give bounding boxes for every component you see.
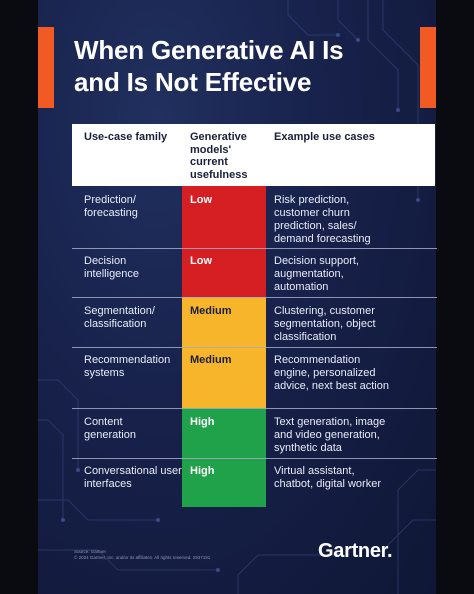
header-use-case-family: Use-case family	[84, 131, 168, 143]
source-note: Source: Gartner © 2024 Gartner, Inc. and…	[74, 549, 210, 561]
table-header: Use-case family Generative models' curre…	[72, 124, 435, 186]
row-divider	[72, 408, 437, 409]
usefulness-level: Medium	[190, 354, 232, 366]
source-line-2: © 2024 Gartner, Inc. and/or its affiliat…	[74, 555, 211, 560]
use-case-family: Prediction/ forecasting	[84, 194, 138, 219]
row-divider	[72, 297, 437, 298]
usefulness-level: Low	[190, 255, 212, 267]
row-divider	[72, 347, 437, 348]
usefulness-band-low	[182, 186, 266, 297]
gartner-logo: Gartner.	[318, 540, 393, 562]
example-use-cases: Recommendation engine, personalized advi…	[274, 354, 389, 392]
usefulness-level: High	[190, 465, 215, 477]
logo-dot: .	[387, 540, 393, 562]
source-line-1: Source: Gartner	[74, 549, 107, 554]
example-use-cases: Clustering, customer segmentation, objec…	[274, 305, 376, 343]
orange-accent-bar-left	[38, 27, 54, 108]
use-case-family: Conversational user interfaces	[84, 465, 182, 490]
use-case-family: Decision intelligence	[84, 255, 140, 280]
use-case-family: Recommendation systems	[84, 354, 171, 379]
usefulness-level: High	[190, 416, 215, 428]
title-line-1: When Generative AI Is	[74, 35, 344, 65]
usefulness-level: Medium	[190, 305, 232, 317]
header-example-use-cases: Example use cases	[274, 131, 375, 143]
usefulness-level: Low	[190, 194, 212, 206]
usefulness-band-medium	[182, 297, 266, 408]
poster-title: When Generative AI Is and Is Not Effecti…	[74, 34, 404, 98]
title-line-2: and Is Not Effective	[74, 67, 312, 97]
example-use-cases: Text generation, image and video generat…	[274, 416, 386, 454]
use-case-family: Content generation	[84, 416, 136, 441]
usefulness-band-high	[182, 408, 266, 507]
orange-accent-bar-right	[420, 27, 436, 108]
row-divider	[72, 248, 437, 249]
use-case-family: Segmentation/ classification	[84, 305, 155, 330]
row-divider	[72, 458, 437, 459]
circuit-background-graphic	[38, 0, 436, 594]
header-usefulness: Generative models' current usefulness	[190, 131, 248, 181]
example-use-cases: Risk prediction, customer churn predicti…	[274, 194, 371, 245]
example-use-cases: Virtual assistant, chatbot, digital work…	[274, 465, 381, 490]
example-use-cases: Decision support, augmentation, automati…	[274, 255, 359, 293]
